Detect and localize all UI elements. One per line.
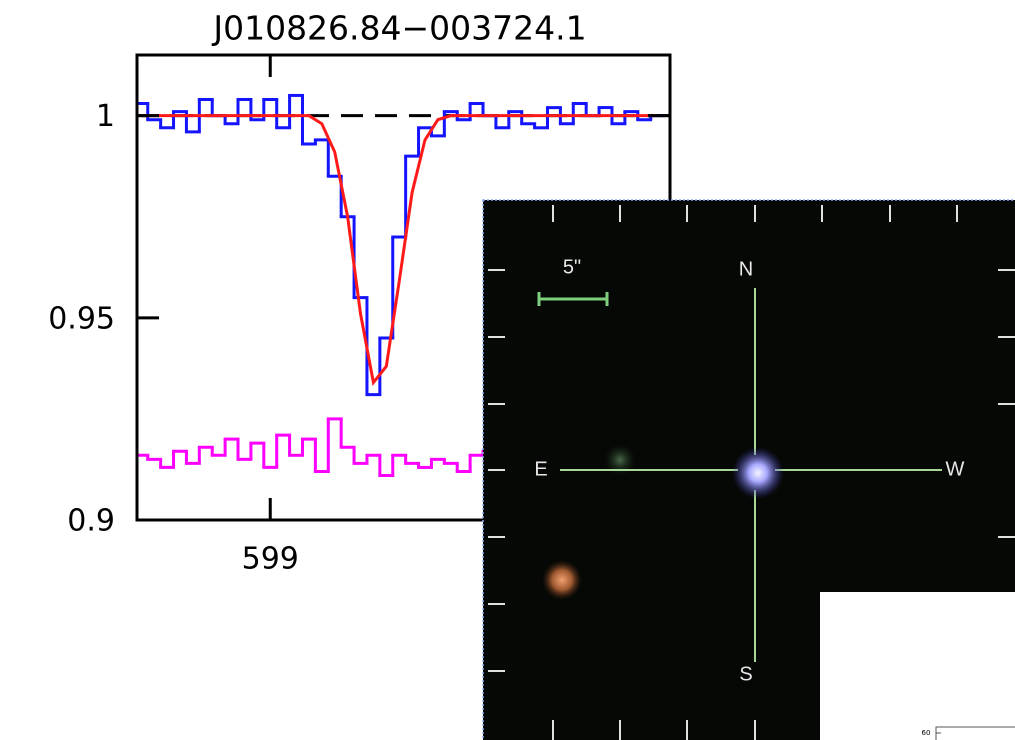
scale-label: 5" xyxy=(563,256,581,278)
north-label: N xyxy=(739,258,753,280)
target-source xyxy=(732,447,784,499)
south-label: S xyxy=(739,663,752,685)
scale-bar xyxy=(537,292,609,306)
crosshair xyxy=(560,288,942,662)
red-source xyxy=(542,560,582,600)
west-label: W xyxy=(946,458,965,480)
panel-axes xyxy=(935,726,1015,740)
chart-title: J010826.84−003724.1 xyxy=(211,9,586,48)
y-tick-label: 1 xyxy=(96,99,115,134)
y-tick-label: 0.9 xyxy=(67,504,115,539)
panel-background xyxy=(820,592,1015,740)
x-tick-label: 599 xyxy=(242,542,299,577)
edge-ticks xyxy=(488,205,1015,740)
east-label: E xyxy=(534,458,547,480)
y-tick-label: 0.95 xyxy=(48,301,115,336)
faint-source xyxy=(604,444,636,476)
panel-tick-label: 60 xyxy=(922,729,931,737)
inset-panel: 60 xyxy=(820,592,1015,740)
series-model xyxy=(141,114,658,387)
